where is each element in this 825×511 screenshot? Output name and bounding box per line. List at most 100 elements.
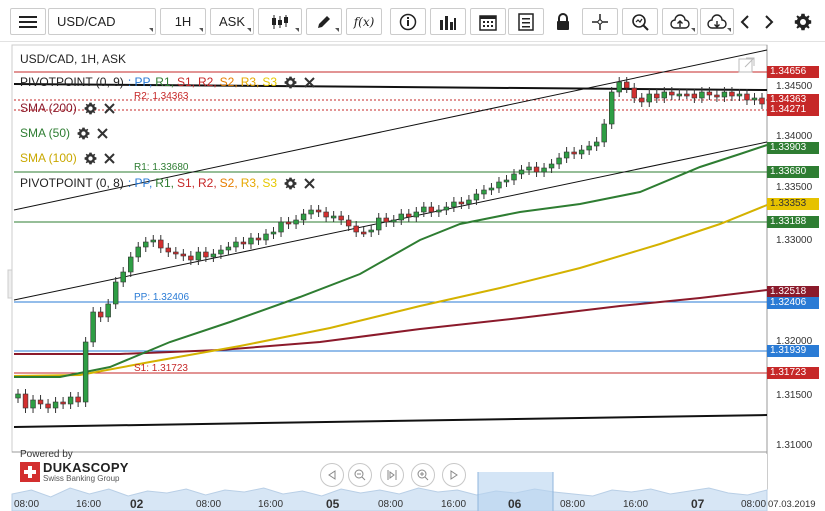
sma100-remove-close-icon[interactable] <box>103 152 115 164</box>
chart-type-button[interactable] <box>258 8 302 35</box>
chart-canvas[interactable] <box>0 42 825 511</box>
lock-button[interactable] <box>548 8 578 35</box>
legend-pivot8-s3: S3 <box>262 176 278 190</box>
pivot8-remove-close-icon[interactable] <box>304 177 315 189</box>
candle-body <box>443 206 450 211</box>
cloud-download-icon <box>707 13 727 29</box>
zoom-out-button[interactable] <box>348 463 372 487</box>
brand-subtitle: Swiss Banking Group <box>43 474 120 483</box>
candle-body <box>751 97 758 101</box>
legend-sma50[interactable]: SMA (50) <box>20 126 108 140</box>
candle-body <box>714 94 720 98</box>
drawing-tools-button[interactable] <box>306 8 342 35</box>
sma200-settings-gear-icon[interactable] <box>84 102 97 115</box>
candle-body <box>112 281 119 305</box>
price-tag: 1.34271 <box>767 104 819 116</box>
scroll-right-button[interactable] <box>758 8 780 35</box>
sma100-settings-gear-icon[interactable] <box>84 152 97 165</box>
upload-button[interactable] <box>662 8 698 35</box>
trendline-top <box>13 83 768 91</box>
candle-body <box>158 239 164 249</box>
reset-icon <box>387 470 397 480</box>
legend-sma100[interactable]: SMA (100) <box>20 151 115 165</box>
pan-right-button[interactable] <box>442 463 466 487</box>
candle-body <box>586 145 592 151</box>
info-button[interactable] <box>390 8 426 35</box>
side-select[interactable]: ASK <box>210 8 254 35</box>
time-tick: 16:00 <box>441 499 467 510</box>
download-button[interactable] <box>700 8 734 35</box>
reset-view-button[interactable] <box>380 463 404 487</box>
candle-body <box>128 256 134 273</box>
time-tick: 08:00 <box>560 499 586 510</box>
legend-pivotpoint-8[interactable]: PIVOTPOINT (0, 8) : PP, R1, S1, R2, S2, … <box>20 176 315 190</box>
time-tick: 16:00 <box>623 499 649 510</box>
settings-button[interactable] <box>790 8 816 35</box>
candle-body <box>578 149 585 155</box>
popout-button[interactable] <box>737 56 757 74</box>
candle-body <box>398 213 404 221</box>
price-tag: 1.33188 <box>767 216 819 228</box>
zoom-button[interactable] <box>622 8 658 35</box>
candle-body <box>669 91 675 96</box>
candle-body <box>360 231 367 235</box>
navigator-area <box>11 487 768 511</box>
symbol-select[interactable]: USD/CAD <box>48 8 156 35</box>
external-link-icon <box>738 57 755 73</box>
news-button[interactable] <box>508 8 544 35</box>
candle-body <box>721 91 728 98</box>
price-tick: 1.34500 <box>776 81 813 92</box>
trendline-lower <box>13 141 768 301</box>
menu-button[interactable] <box>10 8 46 35</box>
s1-line-label: S1: 1.31723 <box>134 363 188 374</box>
candle-body <box>188 255 194 261</box>
zoom-in-icon <box>417 469 429 481</box>
price-chart[interactable]: USD/CAD, 1H, ASK PIVOTPOINT (0, 9) : PP,… <box>0 42 825 511</box>
pivot9-settings-gear-icon[interactable] <box>284 76 297 89</box>
candle-body <box>413 211 420 218</box>
sma50-remove-close-icon[interactable] <box>97 127 108 139</box>
candle-body <box>391 219 397 223</box>
time-tick: 08:00 <box>196 499 222 510</box>
pencil-icon <box>318 15 330 28</box>
time-tick: 05 <box>326 497 340 511</box>
zoom-in-button[interactable] <box>411 463 435 487</box>
candle-body <box>631 87 637 99</box>
candle-body <box>60 401 66 405</box>
powered-by-text: Powered by <box>20 449 73 460</box>
candle-body <box>736 93 743 97</box>
candle-body <box>639 97 645 103</box>
scroll-left-button[interactable] <box>734 8 756 35</box>
candle-body <box>593 141 600 147</box>
candle-body <box>338 215 344 221</box>
price-tag: 1.33353 <box>767 198 819 210</box>
legend-pivotpoint-9[interactable]: PIVOTPOINT (0, 9) : PP, R1, S1, R2, S2, … <box>20 75 315 89</box>
volume-button[interactable] <box>430 8 466 35</box>
candle-body <box>255 237 262 241</box>
pivot8-settings-gear-icon[interactable] <box>284 177 297 190</box>
candle-body <box>353 225 359 233</box>
sma50-settings-gear-icon[interactable] <box>77 127 90 140</box>
candle-body <box>646 93 652 103</box>
pivot9-remove-close-icon[interactable] <box>304 76 315 88</box>
pan-left-button[interactable] <box>320 463 344 487</box>
candle-body <box>195 251 202 261</box>
period-select[interactable]: 1H <box>160 8 206 35</box>
trendline-upper <box>13 49 768 211</box>
candle-body <box>248 237 254 245</box>
price-tag: 1.33903 <box>767 142 819 154</box>
indicators-button[interactable]: f(x) <box>346 8 382 35</box>
price-tag: 1.33680 <box>767 166 819 178</box>
candle-body <box>601 123 607 143</box>
swiss-cross-icon <box>20 462 40 482</box>
sma200-remove-close-icon[interactable] <box>103 102 115 114</box>
calendar-button[interactable] <box>470 8 506 35</box>
calendar-icon <box>479 14 497 31</box>
zoom-icon <box>632 13 649 31</box>
candle-body <box>488 187 495 191</box>
crosshair-button[interactable] <box>582 8 618 35</box>
candle-body <box>240 241 247 245</box>
candle-body <box>518 169 525 175</box>
price-tag: 1.31723 <box>767 367 819 379</box>
legend-sma200[interactable]: SMA (200) <box>20 101 115 115</box>
